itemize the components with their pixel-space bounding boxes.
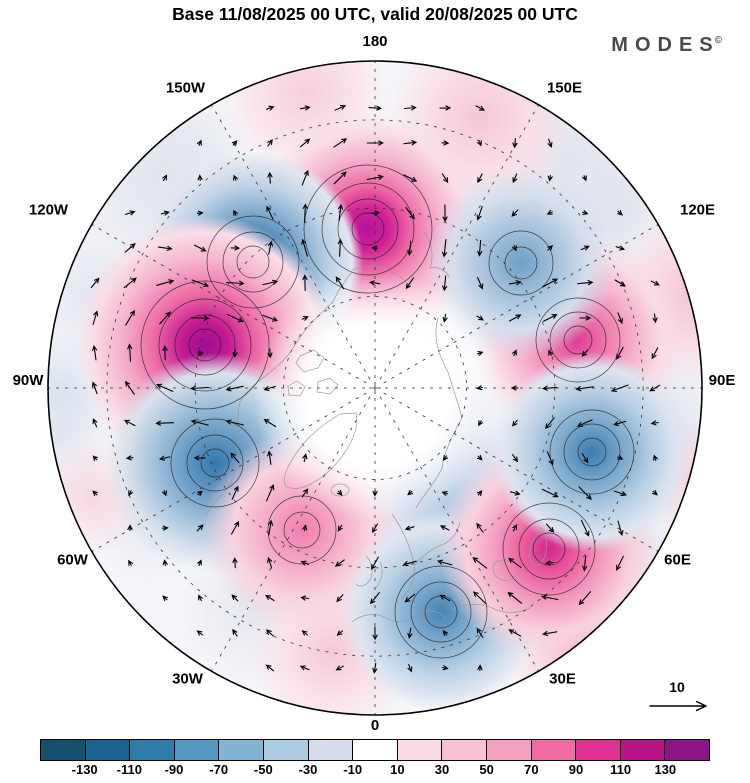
colorbar-tick--110: -110 xyxy=(116,762,142,777)
colorbar-tick-10: 10 xyxy=(390,762,405,777)
colorbar-segment-10 xyxy=(485,740,531,760)
lon-label-150E: 150E xyxy=(547,79,582,96)
colorbar xyxy=(40,739,710,761)
reference-arrow-label: 10 xyxy=(669,679,685,695)
lon-label-120W: 120W xyxy=(29,202,69,219)
reference-arrow: 10 xyxy=(649,679,707,712)
colorbar-tick--90: -90 xyxy=(164,762,184,777)
lon-label-90W: 90W xyxy=(13,372,45,389)
lon-label-0: 0 xyxy=(371,717,379,734)
chart-title: Base 11/08/2025 00 UTC, valid 20/08/2025… xyxy=(172,4,578,24)
contour-lines xyxy=(140,164,635,659)
reference-arrow-glyph xyxy=(649,700,707,712)
colorbar-segment-13 xyxy=(619,740,665,760)
map-field xyxy=(48,61,702,715)
colorbar-segment-8 xyxy=(396,740,442,760)
colorbar-segment-6 xyxy=(307,740,353,760)
lon-label-60E: 60E xyxy=(664,552,691,569)
colorbar-tick--50: -50 xyxy=(253,762,273,777)
modes-logo-text: MODES xyxy=(611,34,720,56)
colorbar-segment-1 xyxy=(84,740,130,760)
colorbar-tick--70: -70 xyxy=(209,762,229,777)
colorbar-tick-90: 90 xyxy=(568,762,584,777)
lon-label-60W: 60W xyxy=(57,552,89,569)
anomaly-patches xyxy=(48,61,702,715)
modes-logo: MODES© xyxy=(611,34,722,57)
map-boundary xyxy=(47,60,703,716)
colorbar-segment-0 xyxy=(41,740,85,760)
colorbar-segment-3 xyxy=(173,740,219,760)
lon-label-150W: 150W xyxy=(166,79,206,96)
colorbar-tick--130: -130 xyxy=(71,762,98,777)
lon-labels: 180 150E 120E 90E 60E 30E 0 30W 60W 90W 120W 150W xyxy=(13,33,736,734)
coastlines xyxy=(205,231,547,639)
copyright-icon: © xyxy=(714,35,722,46)
colorbar-segment-14 xyxy=(664,740,709,760)
lon-label-120E: 120E xyxy=(680,202,715,219)
lon-label-30W: 30W xyxy=(172,671,204,688)
colorbar-tick-30: 30 xyxy=(434,762,450,777)
colorbar-tick--30: -30 xyxy=(298,762,318,777)
lon-label-180: 180 xyxy=(362,33,387,50)
colorbar-tick-50: 50 xyxy=(479,762,494,777)
lon-label-90E: 90E xyxy=(709,372,736,389)
colorbar-segment-5 xyxy=(262,740,308,760)
colorbar-segment-12 xyxy=(575,740,620,760)
colorbar-segment-7 xyxy=(352,740,397,760)
colorbar-segment-11 xyxy=(530,740,576,760)
colorbar-segment-4 xyxy=(218,740,263,760)
colorbar-tick-labels: -130 -110 -90 -70 -50 -30 -10 10 30 50 70 90 110 130 xyxy=(40,762,710,780)
pole-marker xyxy=(369,382,381,394)
colorbar-segment-2 xyxy=(129,740,174,760)
colorbar-tick-70: 70 xyxy=(524,762,539,777)
colorbar-tick--10: -10 xyxy=(343,762,363,777)
wind-arrows xyxy=(90,105,661,674)
colorbar-segment-9 xyxy=(441,740,486,760)
lon-label-30E: 30E xyxy=(549,671,576,688)
colorbar-tick-110: 110 xyxy=(610,762,632,777)
colorbar-tick-130: 130 xyxy=(654,762,677,777)
